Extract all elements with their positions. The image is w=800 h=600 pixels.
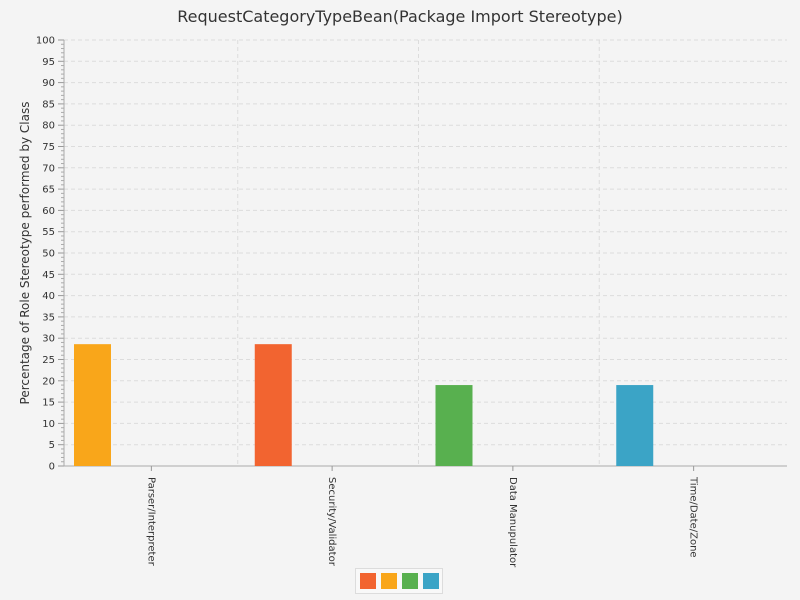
- y-tick-label: 70: [42, 163, 55, 174]
- y-tick-label: 15: [42, 398, 55, 409]
- y-tick-label: 10: [42, 419, 55, 430]
- y-tick-label: 90: [42, 78, 55, 89]
- y-axis-title: Percentage of Role Stereotype performed …: [18, 102, 32, 405]
- y-tick-label: 25: [42, 355, 55, 366]
- bar-parser-interpreter: [74, 344, 111, 466]
- y-tick-label: 50: [42, 249, 55, 260]
- legend-swatch-3: [401, 573, 418, 589]
- legend-swatch-4: [422, 573, 439, 589]
- y-tick-label: 65: [42, 185, 55, 196]
- bar-time-date-zone: [616, 385, 654, 466]
- bars: [74, 344, 654, 466]
- legend-swatch-1: [359, 573, 376, 589]
- legend: [355, 568, 443, 594]
- y-tick-label: 75: [42, 142, 55, 153]
- y-tick-label: 20: [42, 376, 55, 387]
- y-tick-label: 60: [42, 206, 55, 217]
- axes: [58, 39, 787, 471]
- x-tick-label: Time/Date/Zone: [688, 476, 699, 558]
- y-tick-label: 35: [42, 312, 55, 323]
- grid-lines: [64, 39, 787, 466]
- y-tick-label: 85: [42, 99, 55, 110]
- x-tick-label: Data Manupulator: [507, 477, 518, 568]
- y-tick-label: 55: [42, 227, 55, 238]
- legend-swatch-2: [380, 573, 397, 589]
- x-tick-label: Security/Validator: [326, 477, 337, 567]
- chart-title: RequestCategoryTypeBean(Package Import S…: [177, 7, 623, 26]
- y-tick-label: 45: [42, 270, 55, 281]
- bar-data-manupulator: [435, 385, 473, 466]
- y-tick-label: 95: [42, 57, 55, 68]
- y-tick-label: 40: [42, 291, 55, 302]
- y-tick-label: 30: [42, 334, 55, 345]
- y-tick-label: 0: [49, 462, 55, 473]
- y-tick-label: 80: [42, 121, 55, 132]
- bar-security-validator: [254, 344, 292, 466]
- y-tick-label: 5: [49, 440, 55, 451]
- x-tick-label: Parser/Interpreter: [145, 477, 156, 567]
- tick-labels: 0 5 10 15 20 25 30 35 40 45 50 55 60 65 70 75 80 85 90 95 10…: [36, 36, 699, 569]
- y-tick-label: 100: [36, 36, 55, 47]
